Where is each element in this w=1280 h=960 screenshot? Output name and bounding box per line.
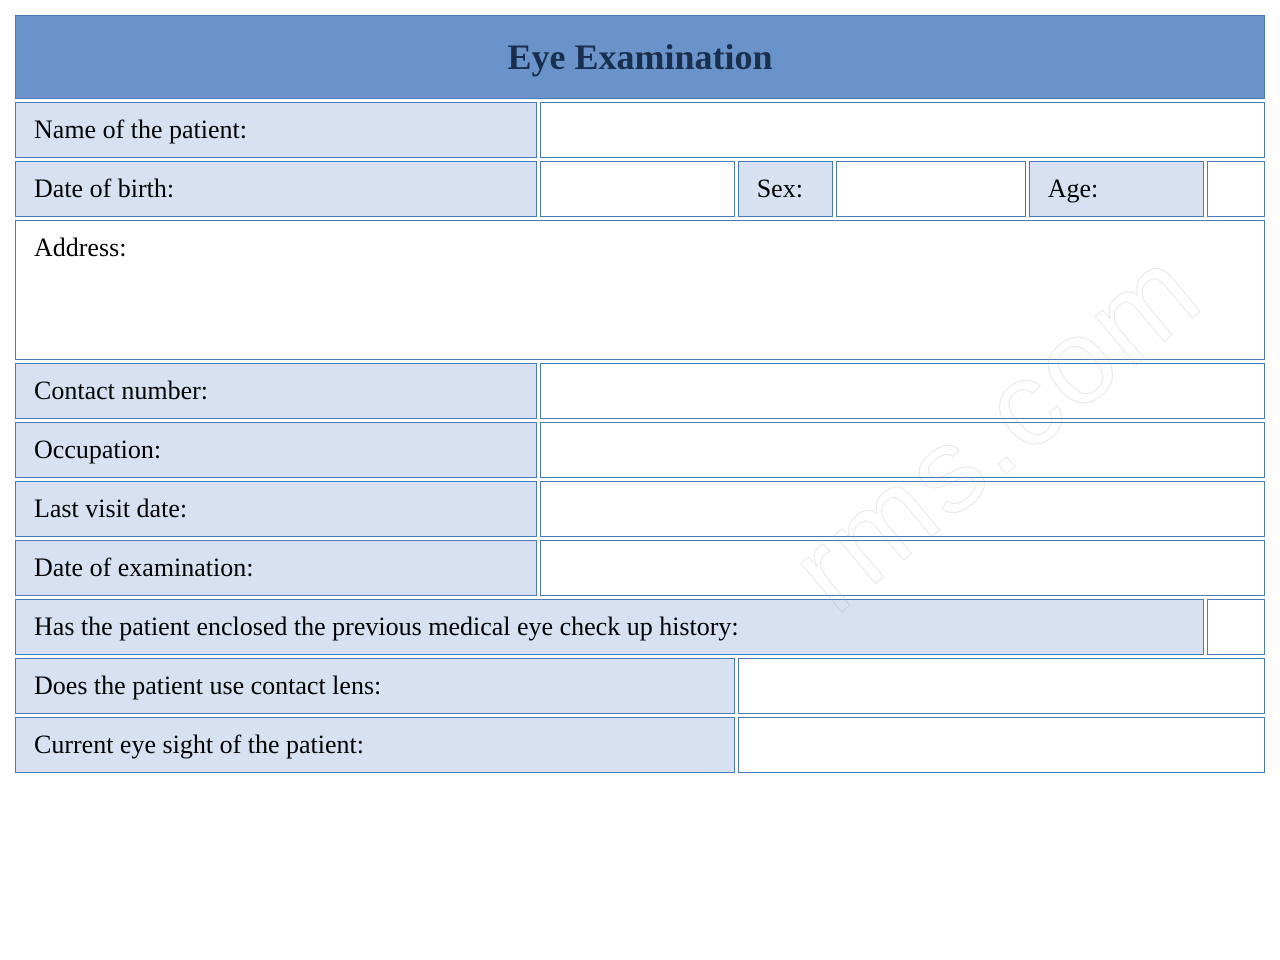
last-visit-input[interactable]	[540, 481, 1265, 537]
name-label: Name of the patient:	[15, 102, 537, 158]
history-input[interactable]	[1207, 599, 1265, 655]
last-visit-label: Last visit date:	[15, 481, 537, 537]
contact-lens-label: Does the patient use contact lens:	[15, 658, 735, 714]
occupation-input[interactable]	[540, 422, 1265, 478]
eye-examination-form: Eye Examination Name of the patient: Dat…	[12, 12, 1268, 776]
exam-date-input[interactable]	[540, 540, 1265, 596]
sex-label: Sex:	[738, 161, 833, 217]
contact-input[interactable]	[540, 363, 1265, 419]
eyesight-input[interactable]	[738, 717, 1265, 773]
name-input[interactable]	[540, 102, 1265, 158]
eyesight-label: Current eye sight of the patient:	[15, 717, 735, 773]
age-label: Age:	[1029, 161, 1204, 217]
dob-input[interactable]	[540, 161, 735, 217]
contact-lens-input[interactable]	[738, 658, 1265, 714]
age-input[interactable]	[1207, 161, 1265, 217]
sex-input[interactable]	[836, 161, 1026, 217]
address-label[interactable]: Address:	[15, 220, 1265, 360]
dob-label: Date of birth:	[15, 161, 537, 217]
occupation-label: Occupation:	[15, 422, 537, 478]
contact-label: Contact number:	[15, 363, 537, 419]
form-title: Eye Examination	[15, 15, 1265, 99]
exam-date-label: Date of examination:	[15, 540, 537, 596]
history-label: Has the patient enclosed the previous me…	[15, 599, 1204, 655]
